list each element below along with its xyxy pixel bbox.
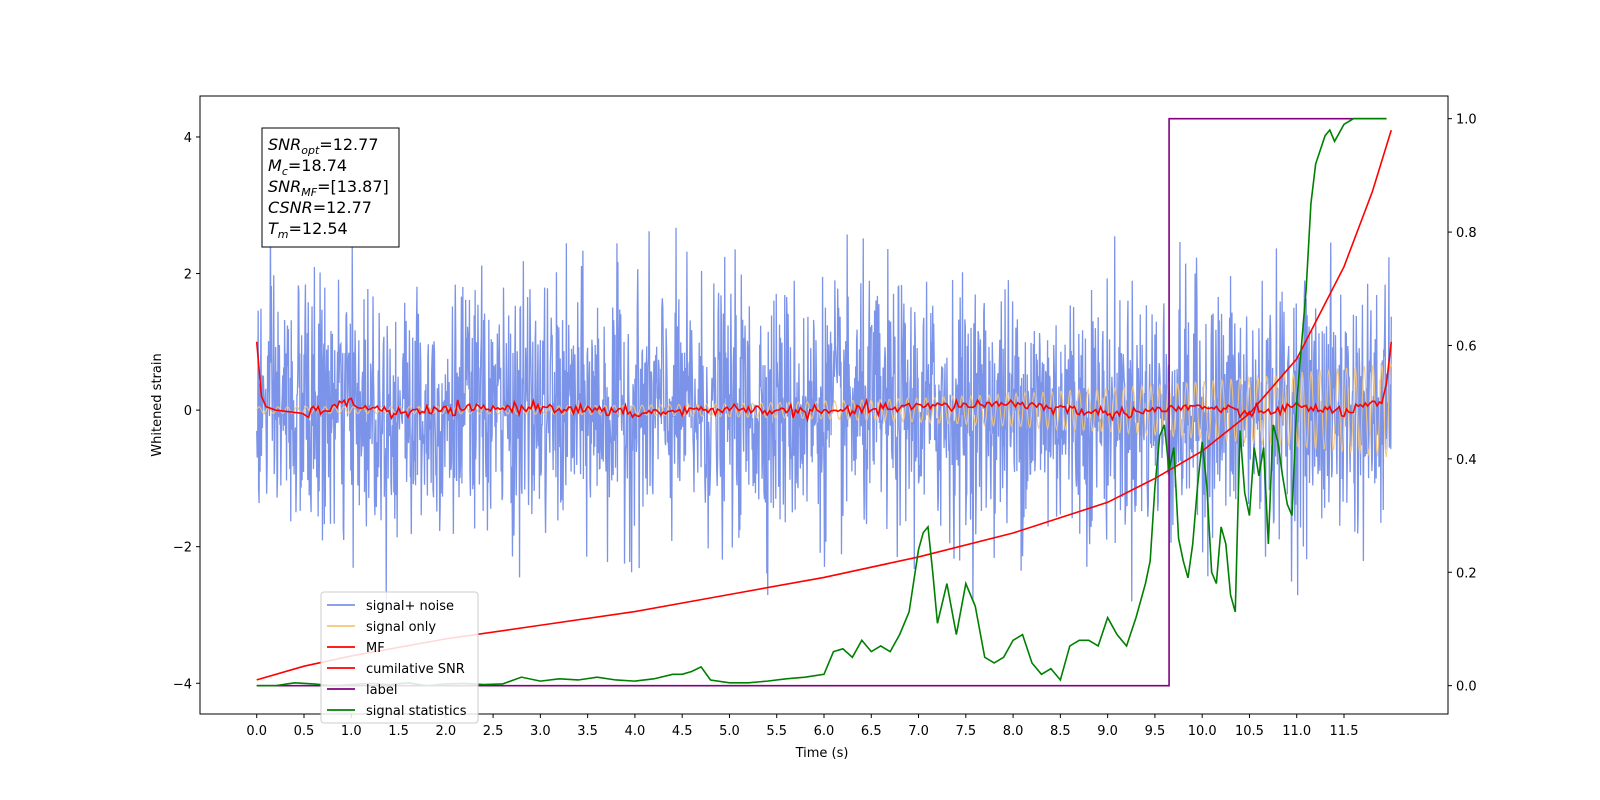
legend-label: label	[366, 683, 397, 698]
y-tick-label: 4	[184, 131, 192, 146]
y-axis-right: 0.0 0.2 0.4 0.6 0.8 1.0	[1448, 113, 1477, 695]
series-signal-noise	[256, 227, 1392, 602]
annotation-line: SNRopt=12.77	[268, 135, 379, 157]
x-tick-label: 2.0	[435, 724, 456, 739]
y2-tick-label: 0.8	[1456, 226, 1477, 241]
legend-label: signal+ noise	[366, 599, 454, 614]
x-tick-label: 9.0	[1097, 724, 1118, 739]
legend-label: signal only	[366, 620, 436, 635]
x-tick-label: 7.0	[908, 724, 929, 739]
annotation-line: Mc=18.74	[268, 156, 347, 178]
annotation-line: CSNR=12.77	[268, 198, 372, 217]
x-tick-label: 6.0	[814, 724, 835, 739]
y-tick-label: 2	[184, 268, 192, 283]
y-tick-label: −4	[173, 677, 192, 692]
y2-tick-label: 0.0	[1456, 680, 1477, 695]
x-tick-label: 5.0	[719, 724, 740, 739]
x-tick-label: 10.5	[1235, 724, 1264, 739]
x-tick-label: 8.0	[1003, 724, 1024, 739]
y2-tick-label: 0.6	[1456, 339, 1477, 354]
x-axis-label: Time (s)	[795, 746, 849, 761]
legend-label: MF	[366, 641, 385, 656]
x-tick-label: 2.5	[483, 724, 504, 739]
x-tick-label: 4.0	[625, 724, 646, 739]
y2-tick-label: 1.0	[1456, 113, 1477, 128]
y-axis-left: −4 −2 0 2 4	[173, 131, 200, 692]
x-tick-label: 11.5	[1330, 724, 1359, 739]
series-signal-statistics	[256, 117, 1387, 687]
y2-tick-label: 0.2	[1456, 566, 1477, 581]
annotation-line: Tm=12.54	[268, 219, 348, 241]
x-tick-label: 0.0	[246, 724, 267, 739]
series-label	[256, 117, 1387, 687]
legend: signal+ noise signal only MF cumilative SNR…	[320, 591, 479, 724]
y2-tick-label: 0.4	[1456, 453, 1477, 468]
x-axis: 0.0 0.5 1.0 1.5 2.0 2.5 3.0 3.5 4.0 4.5 5.0 5.5 6.0 6…	[246, 714, 1358, 739]
stats-annotation: SNRopt=12.77Mc=18.74SNRMF=[13.87]CSNR=12…	[261, 127, 400, 248]
legend-label: cumilative SNR	[366, 662, 465, 677]
y-tick-label: 0	[184, 404, 192, 419]
x-tick-label: 1.0	[341, 724, 362, 739]
x-tick-label: 8.5	[1050, 724, 1071, 739]
x-tick-label: 5.5	[766, 724, 787, 739]
legend-label: signal statistics	[366, 704, 467, 719]
x-tick-label: 10.0	[1188, 724, 1217, 739]
x-tick-label: 3.0	[530, 724, 551, 739]
annotation-line: SNRMF=[13.87]	[268, 177, 389, 199]
x-tick-label: 7.5	[955, 724, 976, 739]
y-tick-label: −2	[173, 541, 192, 556]
x-tick-label: 11.0	[1282, 724, 1311, 739]
x-tick-label: 9.5	[1145, 724, 1166, 739]
y-axis-label: Whitened strain	[150, 353, 165, 456]
x-tick-label: 6.5	[861, 724, 882, 739]
x-tick-label: 4.5	[672, 724, 693, 739]
series-mf	[255, 341, 1393, 423]
x-tick-label: 1.5	[388, 724, 409, 739]
x-tick-label: 3.5	[577, 724, 598, 739]
x-tick-label: 0.5	[294, 724, 315, 739]
